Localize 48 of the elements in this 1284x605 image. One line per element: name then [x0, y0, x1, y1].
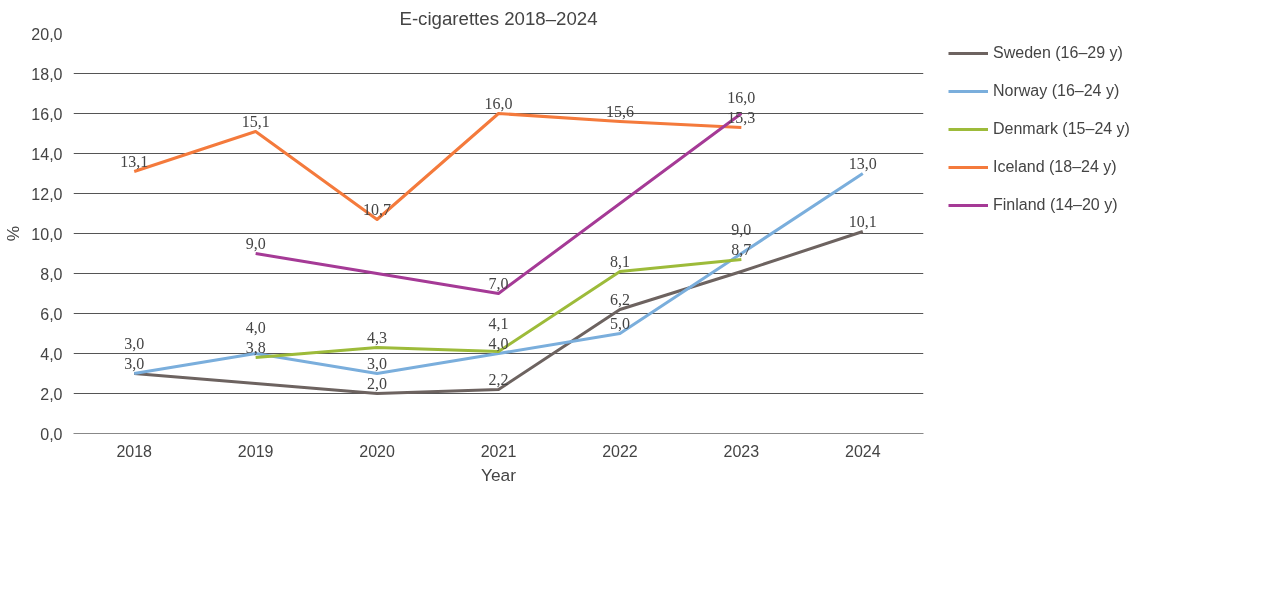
data-label: 15,1 [241, 112, 270, 130]
x-tick-label: 2018 [116, 442, 153, 460]
x-tick-label: 2021 [480, 442, 517, 460]
legend-label: Iceland (18–24 y) [993, 158, 1117, 176]
data-label: 4,1 [488, 314, 509, 332]
data-label: 8,1 [609, 252, 630, 270]
data-label: 3,8 [245, 338, 266, 356]
y-tick-label: 20,0 [31, 25, 63, 43]
y-tick-label: 18,0 [31, 65, 63, 83]
legend-label: Denmark (15–24 y) [993, 120, 1130, 138]
data-label: 13,1 [120, 152, 149, 170]
legend-label: Sweden (16–29 y) [993, 44, 1123, 62]
y-tick-label: 10,0 [31, 225, 63, 243]
legend-label: Finland (14–20 y) [993, 196, 1118, 214]
y-tick-label: 14,0 [31, 145, 63, 163]
data-label: 9,0 [245, 234, 266, 252]
y-tick-label: 4,0 [40, 345, 63, 363]
data-label: 3,0 [367, 354, 388, 372]
data-label: 13,0 [848, 154, 877, 172]
data-label: 10,1 [848, 212, 877, 230]
data-label: 16,0 [727, 88, 756, 106]
data-label: 2,2 [488, 370, 509, 388]
data-label: 2,0 [367, 374, 388, 392]
data-label: 3,0 [124, 354, 145, 372]
x-tick-label: 2024 [844, 442, 881, 460]
x-tick-label: 2020 [359, 442, 395, 460]
data-label: 4,0 [488, 334, 509, 352]
data-label: 3,0 [124, 334, 145, 352]
y-axis-title: % [3, 225, 24, 242]
data-label: 4,3 [367, 328, 388, 346]
y-tick-label: 2,0 [40, 385, 63, 403]
y-tick-label: 6,0 [40, 305, 63, 323]
data-label: 6,2 [609, 290, 630, 308]
x-axis-title: Year [480, 464, 517, 485]
x-tick-label: 2019 [237, 442, 274, 460]
data-label: 7,0 [488, 274, 509, 292]
data-label: 4,0 [245, 318, 266, 336]
x-tick-label: 2022 [602, 442, 638, 460]
y-tick-label: 8,0 [40, 265, 63, 283]
data-label: 5,0 [609, 314, 630, 332]
data-label: 16,0 [484, 94, 513, 112]
chart-title: E-cigarettes 2018–2024 [399, 7, 598, 29]
y-tick-label: 16,0 [31, 105, 63, 123]
data-label: 10,7 [363, 200, 392, 218]
x-tick-label: 2023 [723, 442, 760, 460]
y-tick-label: 12,0 [31, 185, 63, 203]
y-tick-label: 0,0 [40, 425, 63, 443]
legend-label: Norway (16–24 y) [993, 82, 1120, 100]
